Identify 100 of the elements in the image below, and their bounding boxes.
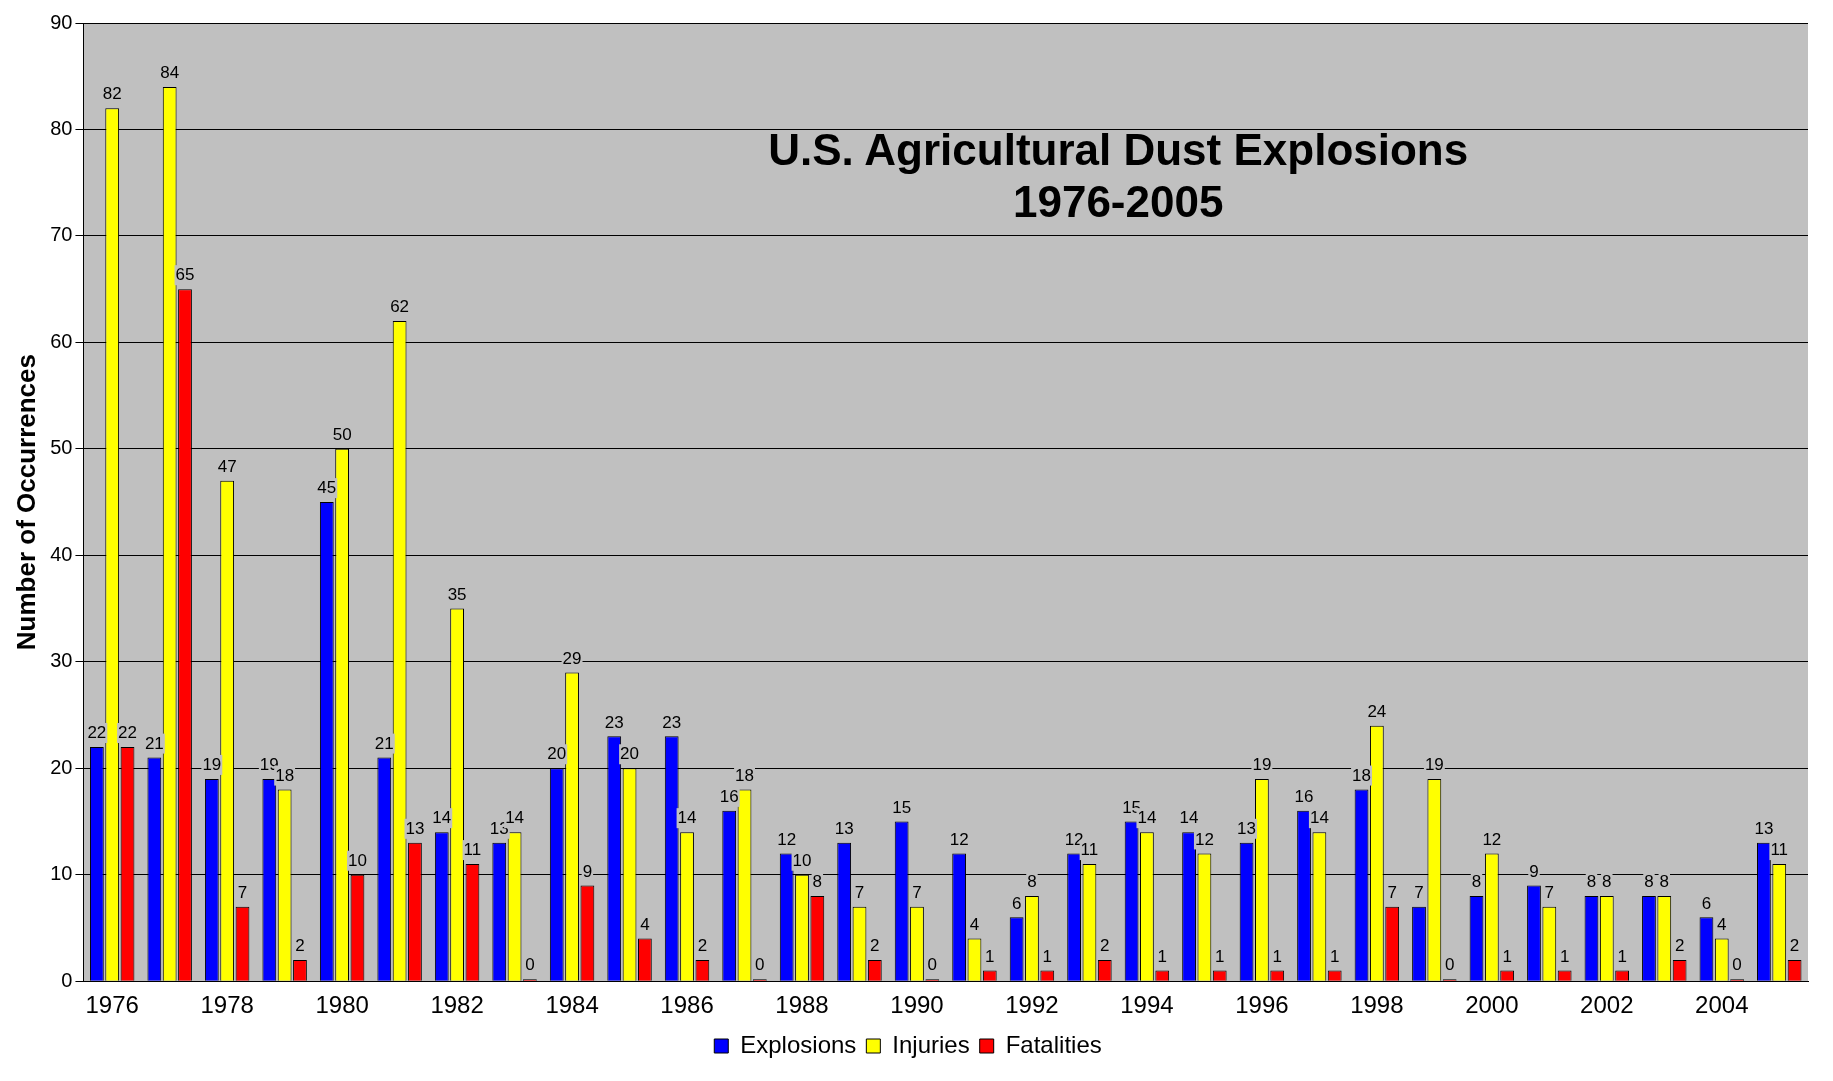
data-label: 9 (1529, 861, 1539, 881)
data-label: 8 (1586, 872, 1597, 892)
y-tick-label: 0 (61, 968, 73, 991)
legend-label: Injuries (892, 1030, 970, 1058)
x-tick-label: 1982 (430, 991, 484, 1019)
data-label: 16 (1294, 787, 1314, 807)
data-label: 8 (1471, 872, 1482, 892)
data-label: 1 (1617, 946, 1627, 966)
data-label: 8 (1659, 872, 1670, 892)
x-tick-label: 1998 (1350, 991, 1404, 1019)
data-label: 47 (217, 456, 237, 476)
data-label: 18 (275, 765, 295, 785)
data-label: 12 (949, 829, 969, 849)
y-tick-label: 80 (50, 116, 73, 139)
data-label: 11 (463, 840, 482, 860)
x-tick-label: 1980 (315, 991, 369, 1019)
data-label: 6 (1011, 893, 1022, 913)
y-tick-label: 20 (50, 755, 73, 778)
data-label: 1 (1215, 946, 1225, 966)
data-label: 13 (1754, 818, 1774, 838)
data-label: 1 (1559, 946, 1570, 966)
data-label: 2 (697, 936, 708, 956)
data-label: 24 (1367, 701, 1387, 721)
data-label: 13 (405, 818, 425, 838)
data-label: 14 (432, 808, 452, 828)
data-label: 18 (1352, 765, 1371, 785)
data-label: 19 (1424, 755, 1444, 775)
data-label: 7 (237, 882, 248, 902)
data-label: 29 (562, 648, 582, 668)
data-label: 11 (1080, 840, 1099, 860)
data-label: 1 (985, 946, 995, 966)
data-label: 12 (1194, 829, 1214, 849)
data-label: 10 (792, 850, 812, 870)
data-label: 23 (604, 712, 624, 732)
x-tick-label: 1992 (1005, 991, 1059, 1019)
data-label: 65 (175, 265, 195, 285)
data-label: 7 (854, 882, 865, 902)
y-tick-label: 70 (50, 223, 73, 246)
data-label: 0 (1444, 955, 1455, 975)
data-label: 14 (677, 808, 697, 828)
data-label: 0 (927, 955, 938, 975)
data-label: 1 (1502, 946, 1512, 966)
data-label: 18 (735, 765, 754, 785)
x-tick-label: 1994 (1120, 991, 1174, 1019)
data-label: 8 (812, 872, 823, 892)
data-label: 6 (1701, 893, 1712, 913)
data-label: 0 (525, 955, 535, 975)
data-label: 45 (317, 478, 337, 498)
x-tick-label: 1990 (890, 991, 944, 1019)
data-label: 19 (1252, 755, 1272, 775)
legend-label: Fatalities (1005, 1030, 1102, 1058)
data-label: 2 (1100, 936, 1110, 956)
data-label: 1 (1272, 946, 1282, 966)
data-label: 19 (202, 755, 222, 775)
data-label: 14 (1179, 808, 1199, 828)
data-label: 15 (892, 797, 912, 817)
data-label: 13 (834, 818, 854, 838)
data-label: 4 (1717, 914, 1727, 934)
legend-label: Explosions (740, 1030, 857, 1058)
y-axis-title: Number of Occurrences (10, 353, 41, 651)
x-tick-label: 1978 (200, 991, 254, 1019)
data-label: 22 (87, 723, 107, 743)
data-label: 82 (102, 84, 122, 104)
data-label: 84 (160, 63, 180, 83)
data-label: 2 (1674, 936, 1685, 956)
x-tick-label: 2000 (1465, 991, 1519, 1019)
text: U.S. Agricultural Dust Explosions (768, 125, 1469, 175)
x-tick-label: 1988 (775, 991, 829, 1019)
data-label: 4 (969, 914, 980, 934)
data-label: 0 (755, 955, 765, 975)
data-label: 35 (447, 584, 467, 604)
x-tick-label: 1984 (545, 991, 599, 1019)
data-label: 16 (719, 787, 739, 807)
data-label: 14 (1309, 808, 1329, 828)
data-label: 21 (374, 733, 394, 753)
x-tick-label: 2004 (1695, 991, 1749, 1019)
data-label: 11 (1770, 840, 1789, 860)
data-label: 20 (620, 744, 640, 764)
data-label: 2 (295, 936, 305, 956)
data-label: 2 (870, 936, 880, 956)
data-label: 12 (1482, 829, 1502, 849)
y-tick-label: 40 (50, 542, 73, 565)
data-label: 8 (1602, 872, 1612, 892)
data-label: 0 (1732, 955, 1742, 975)
data-label: 1 (1329, 946, 1340, 966)
y-tick-label: 60 (50, 329, 73, 352)
data-label: 13 (1237, 818, 1257, 838)
data-label: 14 (505, 808, 525, 828)
data-label: 21 (144, 733, 164, 753)
data-label: 8 (1644, 872, 1654, 892)
data-label: 20 (547, 744, 567, 764)
data-label: 1 (1042, 946, 1053, 966)
data-label: 2 (1789, 936, 1800, 956)
y-tick-label: 10 (50, 862, 73, 885)
data-label: 7 (1387, 882, 1397, 902)
data-label: 23 (662, 712, 682, 732)
data-label: 4 (640, 914, 650, 934)
data-label: 22 (118, 723, 137, 743)
data-label: 9 (582, 861, 593, 881)
x-tick-label: 1996 (1235, 991, 1289, 1019)
